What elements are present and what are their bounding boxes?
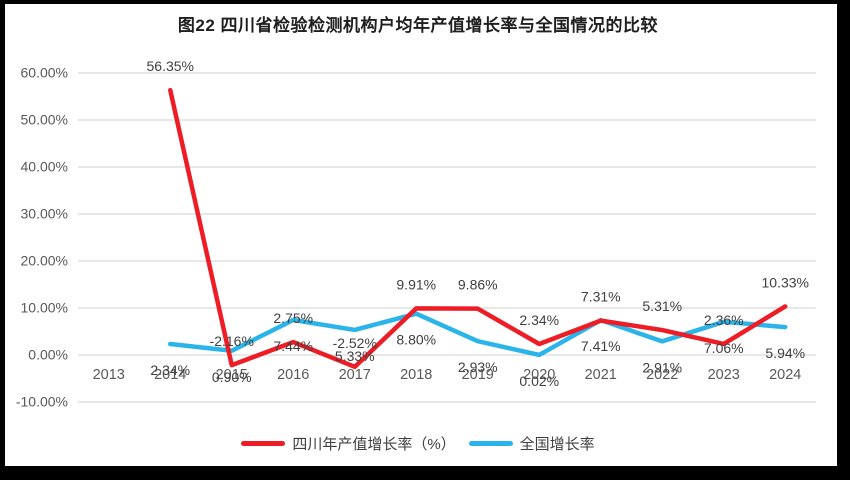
data-label: 5.94% bbox=[765, 345, 805, 361]
legend: 四川年产值增长率（%） 全国增长率 bbox=[0, 430, 836, 456]
data-label: 8.80% bbox=[396, 332, 436, 348]
data-label: 9.91% bbox=[396, 276, 436, 292]
data-label: 2.36% bbox=[704, 312, 744, 328]
y-axis-tick-label: 20.00% bbox=[21, 253, 68, 269]
x-axis-tick-label: 2020 bbox=[523, 367, 555, 383]
data-label: -2.16% bbox=[210, 333, 254, 349]
national-line-swatch-icon bbox=[468, 440, 513, 446]
x-axis-tick-label: 2018 bbox=[400, 367, 432, 383]
series-line-0 bbox=[168, 87, 788, 370]
data-label: 7.31% bbox=[581, 289, 621, 305]
sichuan-line-swatch-icon bbox=[241, 440, 286, 446]
legend-item-national: 全国增长率 bbox=[468, 433, 595, 454]
data-label: 5.33% bbox=[335, 348, 375, 364]
y-axis-tick-label: 50.00% bbox=[21, 112, 68, 128]
scan-border-top bbox=[0, 0, 850, 4]
data-label: -2.52% bbox=[333, 335, 377, 351]
series-line-1 bbox=[168, 311, 788, 358]
y-axis-tick-label: 40.00% bbox=[21, 159, 68, 175]
data-label: 2.75% bbox=[273, 310, 313, 326]
legend-label-sichuan: 四川年产值增长率（%） bbox=[292, 435, 456, 453]
legend-item-sichuan: 四川年产值增长率（%） bbox=[241, 433, 456, 454]
x-axis-tick-label: 2021 bbox=[585, 367, 617, 383]
scan-border-right bbox=[837, 0, 850, 480]
y-axis-tick-label: 60.00% bbox=[21, 65, 68, 81]
x-axis-tick-label: 2022 bbox=[646, 367, 678, 383]
y-axis-tick-label: 30.00% bbox=[21, 206, 68, 222]
data-label: 7.41% bbox=[581, 338, 621, 354]
x-axis-tick-label: 2013 bbox=[93, 367, 125, 383]
y-axis-tick-label: 0.00% bbox=[28, 347, 68, 363]
data-label: 2.34% bbox=[519, 312, 559, 328]
data-label: 9.86% bbox=[458, 277, 498, 293]
y-axis-tick-label: -10.00% bbox=[16, 394, 68, 410]
data-label: 7.44% bbox=[273, 338, 313, 354]
data-label: 0.90% bbox=[212, 369, 252, 385]
x-axis-tick-label: 2016 bbox=[277, 367, 309, 383]
data-label: 2.34% bbox=[150, 362, 190, 378]
data-label: 0.02% bbox=[519, 373, 559, 389]
x-axis-tick-label: 2014 bbox=[154, 367, 186, 383]
x-axis-tick-label: 2019 bbox=[462, 367, 494, 383]
x-axis-tick-label: 2023 bbox=[708, 367, 740, 383]
x-axis-tick-label: 2024 bbox=[769, 367, 801, 383]
x-axis-tick-label: 2015 bbox=[216, 367, 248, 383]
legend-label-national: 全国增长率 bbox=[519, 435, 595, 453]
scan-border-bottom bbox=[0, 466, 850, 480]
data-label: 7.06% bbox=[704, 340, 744, 356]
data-label: 2.93% bbox=[458, 359, 498, 375]
y-axis-tick-label: 10.00% bbox=[21, 300, 68, 316]
chart-title: 图22 四川省检验检测机构户均年产值增长率与全国情况的比较 bbox=[177, 16, 659, 35]
data-label: 10.33% bbox=[762, 274, 809, 290]
scan-border-left bbox=[0, 0, 5, 480]
data-label: 56.35% bbox=[147, 58, 194, 74]
data-label: 2.91% bbox=[642, 359, 682, 375]
data-label: 5.31% bbox=[642, 298, 682, 314]
x-axis-tick-label: 2017 bbox=[339, 367, 371, 383]
